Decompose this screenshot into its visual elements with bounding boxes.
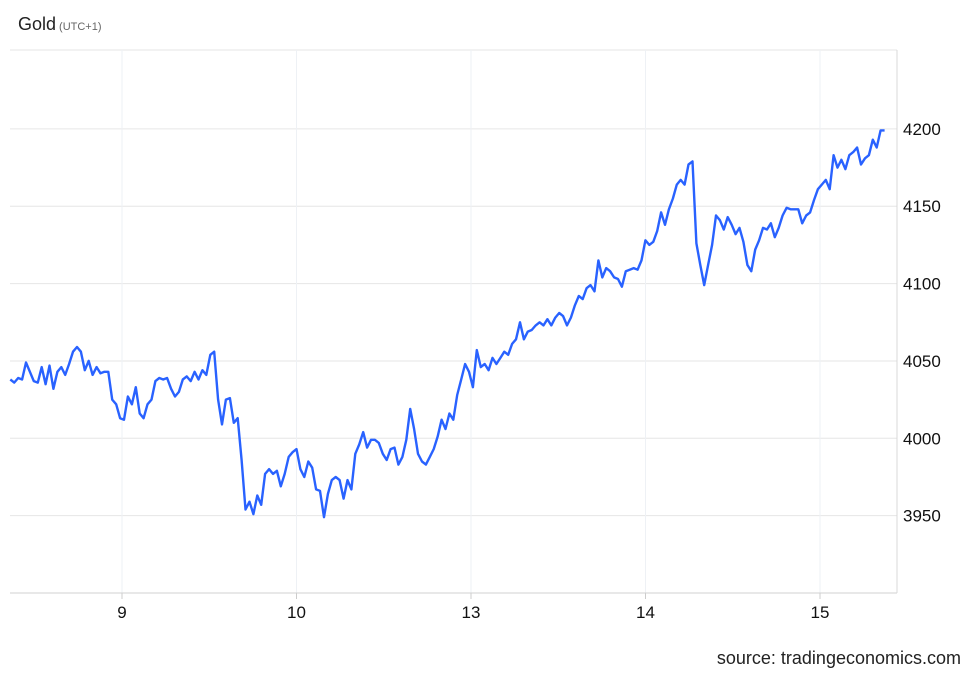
- y-tick-label: 3950: [903, 507, 941, 526]
- x-tick-label: 10: [287, 603, 306, 622]
- y-tick-label: 4150: [903, 197, 941, 216]
- x-tick-label: 9: [117, 603, 126, 622]
- gold-price-line: [9, 129, 885, 519]
- x-tick-label: 14: [636, 603, 655, 622]
- y-tick-label: 4050: [903, 352, 941, 371]
- x-tick-label: 15: [811, 603, 830, 622]
- source-label: source: tradingeconomics.com: [716, 648, 961, 668]
- chart-title: Gold (UTC+1): [18, 14, 102, 35]
- title-text: Gold: [18, 14, 57, 34]
- y-tick-label: 4200: [903, 120, 941, 139]
- y-tick-label: 4000: [903, 429, 941, 448]
- y-tick-label: 4100: [903, 275, 941, 294]
- x-tick-label: 13: [462, 603, 481, 622]
- timezone-label: (UTC+1): [59, 21, 102, 33]
